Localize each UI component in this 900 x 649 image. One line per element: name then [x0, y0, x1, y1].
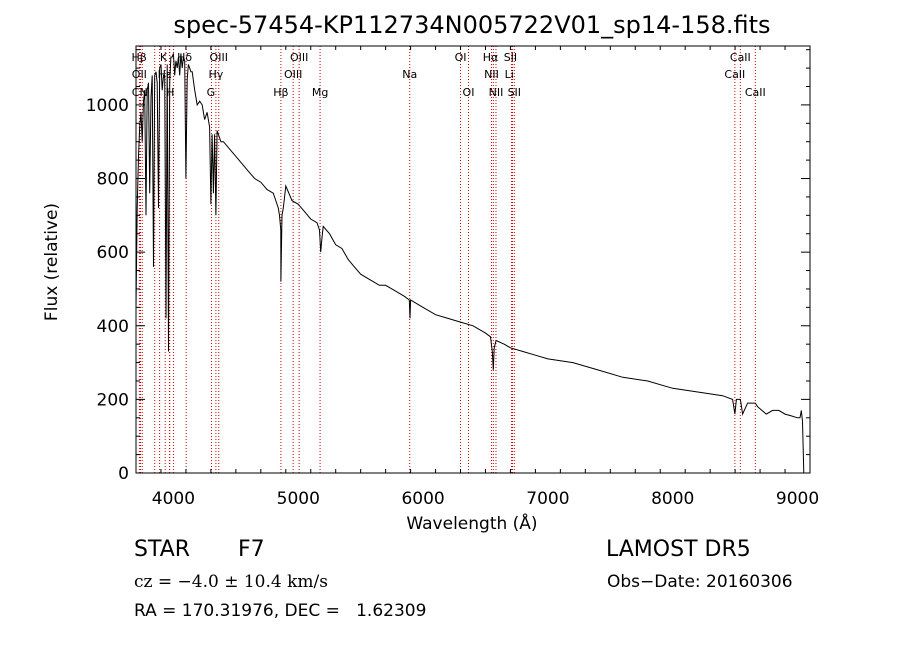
object-class: STAR	[134, 537, 191, 562]
line-marker-label: Hβ	[273, 86, 288, 99]
line-marker-label: Hα	[483, 51, 499, 64]
line-marker-label: OII	[132, 68, 147, 81]
line-marker-label: CaII	[745, 86, 766, 99]
x-tick-label: 4000	[152, 489, 195, 509]
line-marker-label: K	[160, 51, 168, 64]
x-tick-label: 9000	[776, 489, 819, 509]
line-marker-label: Li	[505, 68, 514, 81]
plot-frame	[135, 45, 811, 474]
x-tick-label: 7000	[526, 489, 569, 509]
redshift-text: cz = −4.0 ± 10.4 km/s	[134, 572, 328, 592]
line-marker-label: OIII	[210, 51, 228, 64]
line-marker-label: SII	[508, 86, 521, 99]
line-marker-label: Na	[402, 68, 417, 81]
line-marker-label: OIII	[284, 68, 302, 81]
line-marker-label: CN	[132, 86, 148, 99]
line-marker-label: CaII	[724, 68, 745, 81]
line-marker-label: Hβ	[131, 51, 146, 64]
x-tick-label: 8000	[651, 489, 694, 509]
line-marker-label: OI	[463, 86, 475, 99]
chart-title: spec-57454-KP112734N005722V01_sp14-158.f…	[173, 11, 770, 39]
line-marker-label: G	[207, 86, 216, 99]
line-marker-label: OI	[455, 51, 467, 64]
line-marker-label: Hγ	[208, 68, 223, 81]
y-tick-label: 800	[97, 170, 129, 190]
y-tick-label: 0	[118, 464, 129, 484]
y-axis-label: Flux (relative)	[42, 203, 62, 321]
coordinates: RA = 170.31976, DEC = 1.62309	[134, 601, 427, 621]
spectral-line-markers	[135, 46, 756, 473]
line-marker-label: OIII	[290, 51, 308, 64]
y-tick-label: 600	[97, 243, 129, 263]
line-marker-label: CaII	[730, 51, 751, 64]
y-tick-label: 400	[97, 317, 129, 337]
x-axis: 4000 5000 6000 7000 8000 9000	[135, 46, 819, 509]
survey-name: LAMOST DR5	[606, 537, 751, 562]
spectrum-line	[135, 53, 805, 474]
object-subclass: F7	[238, 537, 265, 562]
x-axis-label: Wavelength (Å)	[406, 512, 537, 534]
line-marker-label: NII	[489, 86, 504, 99]
y-axis: 0 200 400 600 800 1000	[86, 49, 810, 484]
line-marker-label: NII	[484, 68, 499, 81]
x-tick-label: 5000	[277, 489, 320, 509]
line-marker-label: SII	[504, 51, 517, 64]
obs-date: Obs−Date: 20160306	[607, 572, 793, 592]
x-tick-label: 6000	[401, 489, 444, 509]
y-tick-label: 1000	[86, 96, 129, 116]
line-marker-label: Mg	[312, 86, 328, 99]
y-tick-label: 200	[97, 390, 129, 410]
line-marker-label: H	[166, 86, 174, 99]
